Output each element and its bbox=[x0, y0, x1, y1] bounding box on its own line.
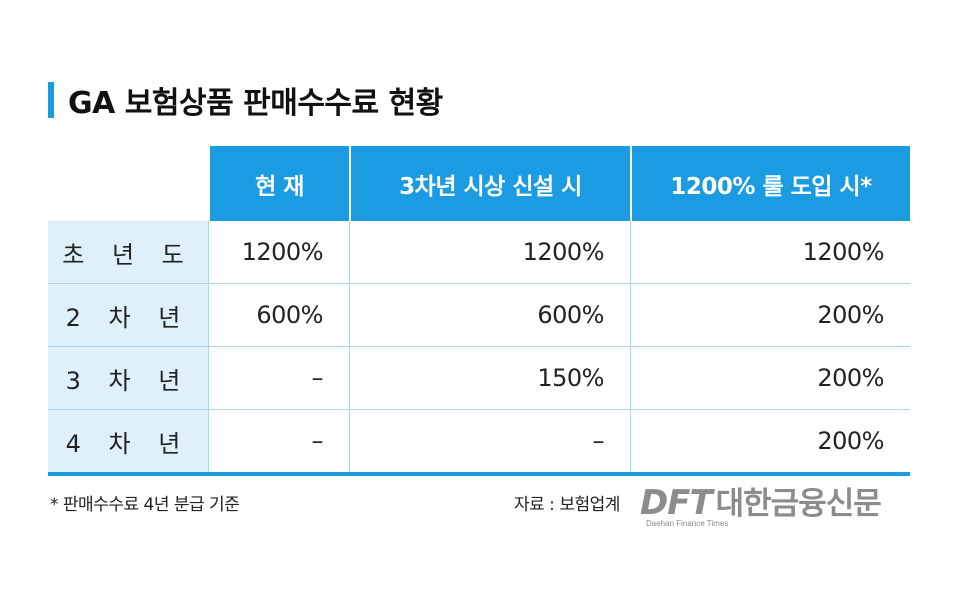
title-accent-bar bbox=[48, 82, 54, 118]
title-block: GA 보험상품 판매수수료 현황 bbox=[48, 78, 443, 122]
commission-table: 현 재 3차년 시상 신설 시 1200% 룰 도입 시* 초 년 도 1200… bbox=[48, 146, 910, 476]
logo-subtitle: Daehan Finance Times bbox=[646, 519, 729, 528]
source-credit: 자료 : 보험업계 bbox=[514, 495, 620, 515]
table-cell: 1200% bbox=[349, 221, 630, 283]
table-cell: – bbox=[208, 347, 349, 409]
table-row: 2 차 년 600% 600% 200% bbox=[48, 283, 910, 346]
row-label: 초 년 도 bbox=[48, 221, 208, 283]
header-3rd-year-award: 3차년 시상 신설 시 bbox=[349, 146, 630, 221]
row-label: 4 차 년 bbox=[48, 410, 208, 472]
header-current: 현 재 bbox=[208, 146, 349, 221]
row-label: 2 차 년 bbox=[48, 284, 208, 346]
header-1200-rule: 1200% 룰 도입 시* bbox=[630, 146, 910, 221]
table-cell: – bbox=[208, 410, 349, 472]
table-cell: 1200% bbox=[208, 221, 349, 283]
table-row: 4 차 년 – – 200% bbox=[48, 409, 910, 472]
table-cell: 600% bbox=[208, 284, 349, 346]
table-bottom-rule bbox=[48, 472, 910, 476]
table-cell: 200% bbox=[630, 284, 910, 346]
publisher-logo: DFT 대한금융신문 Daehan Finance Times bbox=[640, 478, 882, 528]
table-cell: 1200% bbox=[630, 221, 910, 283]
table-row: 3 차 년 – 150% 200% bbox=[48, 346, 910, 409]
page-title: GA 보험상품 판매수수료 현황 bbox=[68, 86, 443, 121]
logo-name: 대한금융신문 bbox=[715, 486, 882, 522]
row-label: 3 차 년 bbox=[48, 347, 208, 409]
table-cell: 200% bbox=[630, 347, 910, 409]
table-cell: – bbox=[349, 410, 630, 472]
table-cell: 600% bbox=[349, 284, 630, 346]
table-row: 초 년 도 1200% 1200% 1200% bbox=[48, 221, 910, 283]
footnote: * 판매수수료 4년 분급 기준 bbox=[50, 495, 240, 515]
logo-wordmark: DFT 대한금융신문 bbox=[640, 478, 882, 523]
table-cell: 200% bbox=[630, 410, 910, 472]
table-cell: 150% bbox=[349, 347, 630, 409]
header-corner bbox=[48, 146, 208, 221]
logo-dft: DFT bbox=[640, 483, 713, 523]
table-header-row: 현 재 3차년 시상 신설 시 1200% 룰 도입 시* bbox=[48, 146, 910, 221]
